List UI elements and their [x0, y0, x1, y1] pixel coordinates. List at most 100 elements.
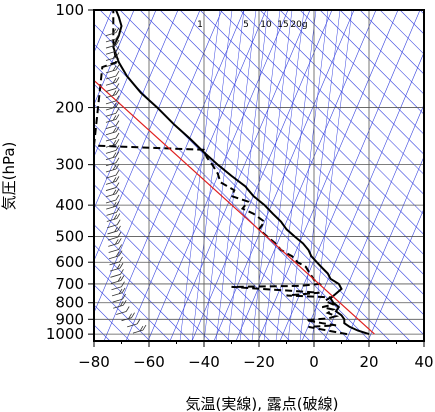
wind-barb [105, 138, 120, 148]
wind-barb-flag [118, 244, 123, 250]
wind-barb-flag [118, 288, 123, 295]
wind-barb-shaft [105, 32, 117, 37]
wind-barb-flag [115, 70, 120, 77]
wind-barb-flag [122, 293, 126, 300]
wind-barb-flag [112, 115, 117, 121]
wind-barb-shaft [105, 174, 117, 179]
wind-barb-shaft [105, 125, 117, 129]
wind-barb-flag [112, 78, 117, 84]
wind-barb-flag [117, 238, 122, 244]
wind-barb-shaft [105, 150, 117, 154]
dry-adiabat-line [94, 10, 157, 158]
wind-barb [105, 33, 120, 43]
dry-adiabat-line [345, 155, 424, 341]
wind-barb-flag [112, 201, 117, 208]
wind-barb [132, 324, 147, 334]
wind-barb-shaft [110, 280, 122, 284]
wind-barb-flag [112, 164, 117, 171]
y-tick-label: 1000 [46, 325, 84, 343]
mixing-ratio-label: 5 [243, 20, 249, 30]
dry-adiabat-line [94, 10, 223, 314]
wind-barb [107, 219, 121, 229]
wind-barb-flag [113, 214, 118, 220]
wind-barb [105, 163, 120, 173]
y-tick-label: 300 [55, 156, 84, 174]
wind-barb-shaft [105, 168, 117, 173]
wind-barb-flag [112, 28, 117, 34]
y-tick-label: 100 [55, 1, 84, 19]
isotherm-line [94, 143, 291, 341]
wind-barb-shaft [113, 304, 124, 309]
isotherm-line [299, 10, 424, 135]
wind-barb-shaft [105, 94, 117, 99]
wind-barb-shaft [105, 137, 117, 142]
wind-barb [105, 114, 120, 123]
isotherm-line [179, 10, 424, 256]
wind-barb [111, 281, 125, 291]
isotherm-line [94, 63, 371, 341]
label-layer: 1 5 10 15 20g [197, 20, 307, 30]
wind-barb-shaft [105, 63, 117, 68]
y-tick-label: 800 [55, 294, 84, 312]
wind-barb [105, 157, 120, 167]
wind-barb-shaft [105, 199, 117, 204]
wind-barb [105, 169, 120, 179]
wind-barb-shaft [105, 44, 117, 49]
wind-barb [105, 95, 120, 105]
wind-barb-shaft [108, 249, 119, 253]
wind-barb [105, 108, 120, 117]
isotherm-line [159, 10, 424, 276]
wind-barb-flag [116, 263, 121, 270]
isotherm-line [219, 10, 424, 216]
isotherm-line [359, 10, 424, 75]
wind-barb-flag [117, 231, 122, 238]
wind-barb-flag [115, 251, 120, 257]
isotherm-line [94, 103, 331, 341]
isotherm-line [94, 244, 191, 341]
axis-layer: −80 −60 −40 −20 0 20 40 100 200 300 400 500 600 70080… [46, 1, 434, 371]
wind-barb-flag [115, 77, 120, 83]
wind-barb-flag [112, 90, 117, 96]
isotherm-line [94, 264, 171, 341]
wind-barb-flag [114, 226, 118, 233]
wind-barb-shaft [107, 224, 118, 229]
mixing-ratio-line [311, 10, 353, 341]
wind-barb-shaft [109, 261, 120, 266]
isotherm-line [279, 10, 424, 155]
wind-barb-flag [121, 281, 125, 287]
dry-adiabat-line [301, 51, 424, 341]
mixing-ratio-label: 20g [290, 20, 307, 30]
wind-barb-flag [122, 300, 127, 306]
wind-barb-flag [115, 132, 120, 139]
wind-barb-shaft [105, 75, 117, 80]
wind-barb-flag [115, 176, 120, 182]
mixing-ratio-line [227, 10, 269, 341]
wind-barb-shaft [105, 193, 117, 198]
y-axis-label: 気圧(hPa) [0, 142, 18, 211]
wind-barb [106, 213, 121, 222]
wind-barb [105, 58, 120, 68]
wind-barb-flag [115, 101, 120, 108]
wind-barb-flag [115, 83, 120, 89]
isotherm-line [94, 43, 391, 341]
y-tick-label: 400 [55, 196, 84, 214]
parcel-path-line [94, 80, 375, 335]
wind-barb-flag [125, 306, 130, 312]
mixing-ratio-label: 15 [277, 20, 288, 30]
wind-barb-flag [112, 152, 117, 158]
wind-barb-flag [115, 114, 120, 120]
wind-barb-flag [120, 275, 125, 281]
wind-barb-flag [128, 313, 132, 319]
wind-barb [105, 101, 120, 111]
mixing-ratio-line [191, 10, 233, 341]
wind-barb [112, 293, 126, 303]
wind-barb-flag [115, 27, 120, 33]
x-tick-label: 40 [414, 353, 433, 371]
wind-barb-flag [142, 324, 147, 331]
dewpoint-line [94, 10, 348, 336]
wind-barb-flag [115, 169, 120, 176]
wind-barb [106, 207, 120, 216]
wind-barb-flag [119, 262, 124, 269]
isotherm-line [139, 10, 424, 296]
